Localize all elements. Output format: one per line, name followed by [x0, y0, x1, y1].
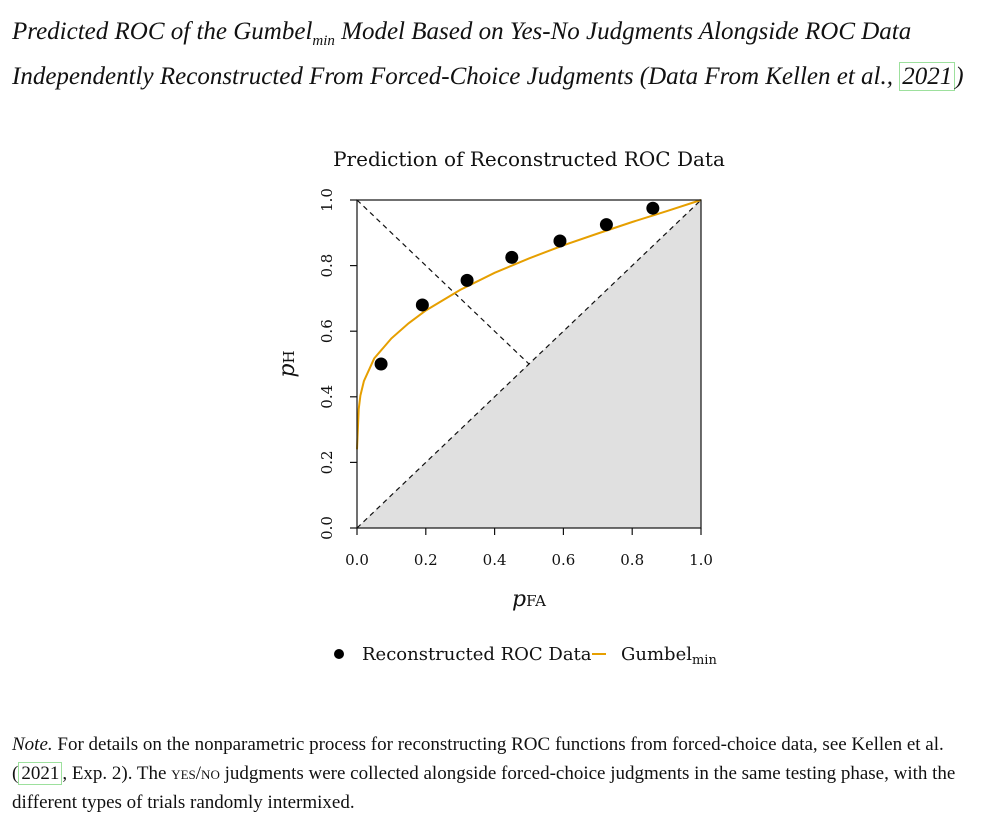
- data-point-4: [553, 234, 567, 248]
- legend-label-curve-sub: min: [692, 653, 717, 668]
- x-tick-label-0: 0.0: [345, 551, 369, 569]
- y-tick-label-0: 0.0: [318, 516, 336, 540]
- caption-subscript: min: [312, 33, 335, 49]
- caption-text-b: Model Based on Yes-No Judgments Alongsid…: [12, 18, 912, 90]
- x-tick-label-4: 0.8: [620, 551, 644, 569]
- legend-marker-points: [334, 649, 344, 659]
- gumbel-min-curve: [356, 199, 702, 450]
- x-axis-label: pFA: [512, 587, 546, 612]
- x-tick-label-5: 1.0: [689, 551, 713, 569]
- legend-label-curve-main: Gumbel: [621, 644, 692, 665]
- data-point-3: [505, 250, 519, 264]
- y-axis-label-main: p: [275, 364, 300, 378]
- figure-note: Note. For details on the nonparametric p…: [12, 730, 992, 817]
- data-point-0: [374, 357, 388, 371]
- note-text-a: For details on the nonparametric process…: [12, 734, 944, 784]
- caption-text-a: Predicted ROC of the Gumbel: [12, 18, 313, 45]
- y-tick-label-4: 0.8: [318, 254, 336, 278]
- legend-label-points: Reconstructed ROC Data: [362, 644, 592, 665]
- plot-frame: [356, 199, 702, 529]
- y-axis-label-sub: H: [280, 350, 298, 363]
- roc-chart: Prediction of Reconstructed ROC Data 0.0…: [275, 147, 725, 668]
- anti-diagonal: [356, 199, 530, 365]
- note-citation-link[interactable]: 2021: [18, 762, 63, 785]
- data-point-6: [646, 201, 660, 215]
- caption-citation-link[interactable]: 2021: [899, 62, 956, 91]
- data-point-5: [599, 218, 613, 232]
- x-tick-label-3: 0.6: [551, 551, 575, 569]
- y-tick-label-2: 0.4: [318, 385, 336, 409]
- x-tick-label-2: 0.4: [483, 551, 507, 569]
- legend: Reconstructed ROC Data Gumbelmin: [334, 644, 717, 668]
- y-tick-label-3: 0.6: [318, 319, 336, 343]
- y-axis: 0.0 0.2 0.4 0.6 0.8 1.0: [318, 188, 357, 540]
- y-tick-label-1: 0.2: [318, 450, 336, 474]
- y-axis-label: pH: [275, 350, 300, 377]
- caption-text-c: ): [955, 63, 964, 90]
- x-axis-label-sub: FA: [526, 592, 546, 610]
- note-label: Note.: [12, 734, 53, 755]
- note-text-b: , Exp. 2). The: [62, 763, 172, 784]
- note-text-c: judgments were collected alongside force…: [12, 763, 956, 813]
- x-tick-label-1: 0.2: [414, 551, 438, 569]
- data-point-1: [415, 298, 429, 312]
- note-smallcaps: yes/no: [171, 763, 220, 784]
- y-tick-label-5: 1.0: [318, 188, 336, 212]
- chart-title: Prediction of Reconstructed ROC Data: [333, 147, 725, 171]
- x-axis: 0.0 0.2 0.4 0.6 0.8 1.0: [345, 528, 713, 569]
- data-point-2: [460, 273, 474, 287]
- figure-caption: Predicted ROC of the Gumbelmin Model Bas…: [12, 14, 990, 95]
- legend-label-curve: Gumbelmin: [621, 644, 717, 668]
- x-axis-label-main: p: [512, 587, 526, 612]
